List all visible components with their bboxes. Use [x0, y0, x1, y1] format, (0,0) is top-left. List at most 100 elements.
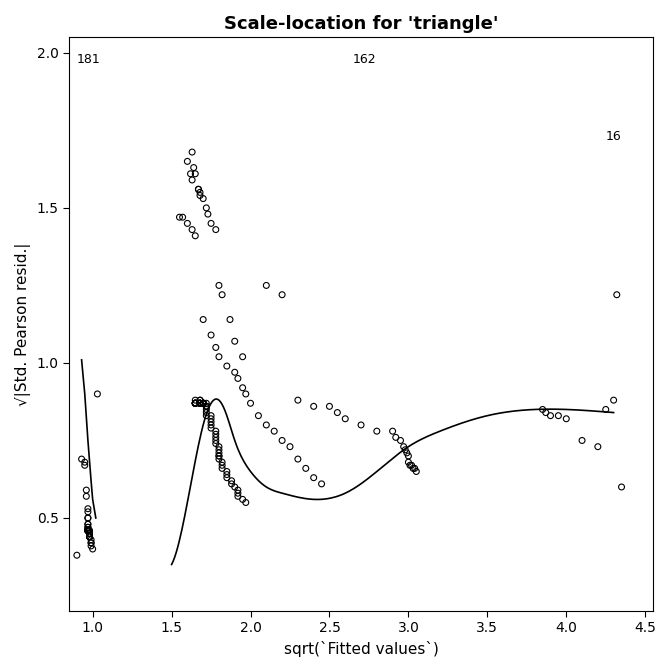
Point	[233, 485, 243, 495]
Point	[190, 398, 201, 409]
Point	[277, 290, 288, 300]
Point	[237, 494, 248, 505]
Point	[195, 398, 206, 409]
Point	[79, 457, 90, 468]
Point	[201, 404, 212, 415]
Point	[210, 438, 221, 449]
Point	[253, 411, 264, 421]
Point	[187, 146, 198, 157]
Point	[217, 290, 228, 300]
Point	[84, 532, 95, 542]
Point	[83, 525, 93, 536]
Point	[198, 398, 208, 409]
Point	[84, 532, 95, 542]
Point	[182, 218, 193, 228]
Point	[87, 544, 98, 554]
Point	[217, 460, 228, 470]
Point	[198, 314, 208, 325]
Point	[222, 361, 233, 372]
Point	[300, 463, 311, 474]
Point	[229, 336, 240, 347]
Point	[190, 398, 201, 409]
Point	[206, 413, 216, 424]
Point	[86, 538, 97, 548]
Point	[79, 460, 90, 470]
Point	[222, 466, 233, 477]
Point	[83, 525, 93, 536]
Point	[398, 442, 409, 452]
Text: 162: 162	[353, 53, 377, 66]
Point	[233, 373, 243, 384]
Point	[206, 423, 216, 433]
Point	[245, 398, 256, 409]
Point	[83, 525, 93, 536]
Point	[83, 525, 93, 536]
Point	[210, 432, 221, 443]
Point	[233, 491, 243, 502]
Point	[84, 528, 95, 539]
Point	[83, 525, 93, 536]
Point	[206, 419, 216, 430]
Point	[198, 398, 208, 409]
Point	[241, 497, 251, 508]
Point	[81, 485, 91, 495]
Point	[292, 454, 303, 464]
Point	[71, 550, 82, 560]
Point	[195, 398, 206, 409]
X-axis label: sqrt(`Fitted values`): sqrt(`Fitted values`)	[284, 641, 438, 657]
Point	[206, 330, 216, 341]
Point	[214, 351, 224, 362]
Point	[198, 398, 208, 409]
Point	[241, 388, 251, 399]
Point	[277, 435, 288, 446]
Point	[201, 398, 212, 409]
Point	[612, 290, 622, 300]
Point	[195, 398, 206, 409]
Point	[84, 525, 95, 536]
Point	[182, 156, 193, 167]
Point	[193, 184, 204, 195]
Point	[185, 169, 196, 179]
Point	[86, 538, 97, 548]
Point	[292, 394, 303, 405]
Point	[83, 525, 93, 536]
Point	[83, 525, 93, 536]
Point	[285, 442, 296, 452]
Point	[190, 398, 201, 409]
Point	[84, 528, 95, 539]
Point	[545, 411, 556, 421]
Point	[190, 394, 201, 405]
Point	[214, 451, 224, 462]
Point	[616, 482, 627, 493]
Point	[217, 457, 228, 468]
Point	[195, 398, 206, 409]
Y-axis label: √|Std. Pearson resid.|: √|Std. Pearson resid.|	[15, 243, 31, 406]
Point	[81, 491, 91, 502]
Point	[198, 398, 208, 409]
Point	[92, 388, 103, 399]
Point	[401, 448, 412, 458]
Point	[405, 460, 415, 470]
Point	[237, 382, 248, 393]
Point	[195, 187, 206, 198]
Point	[198, 194, 208, 204]
Point	[340, 413, 351, 424]
Point	[210, 426, 221, 437]
Point	[400, 444, 411, 455]
Point	[198, 398, 208, 409]
Point	[222, 472, 233, 483]
Point	[198, 398, 208, 409]
Point	[195, 398, 206, 409]
Point	[201, 202, 212, 213]
Point	[190, 398, 201, 409]
Point	[86, 534, 97, 545]
Point	[233, 488, 243, 499]
Point	[83, 503, 93, 514]
Point	[177, 212, 188, 222]
Point	[210, 429, 221, 439]
Point	[195, 398, 206, 409]
Point	[308, 472, 319, 483]
Point	[390, 432, 401, 443]
Point	[229, 367, 240, 378]
Point	[84, 532, 95, 542]
